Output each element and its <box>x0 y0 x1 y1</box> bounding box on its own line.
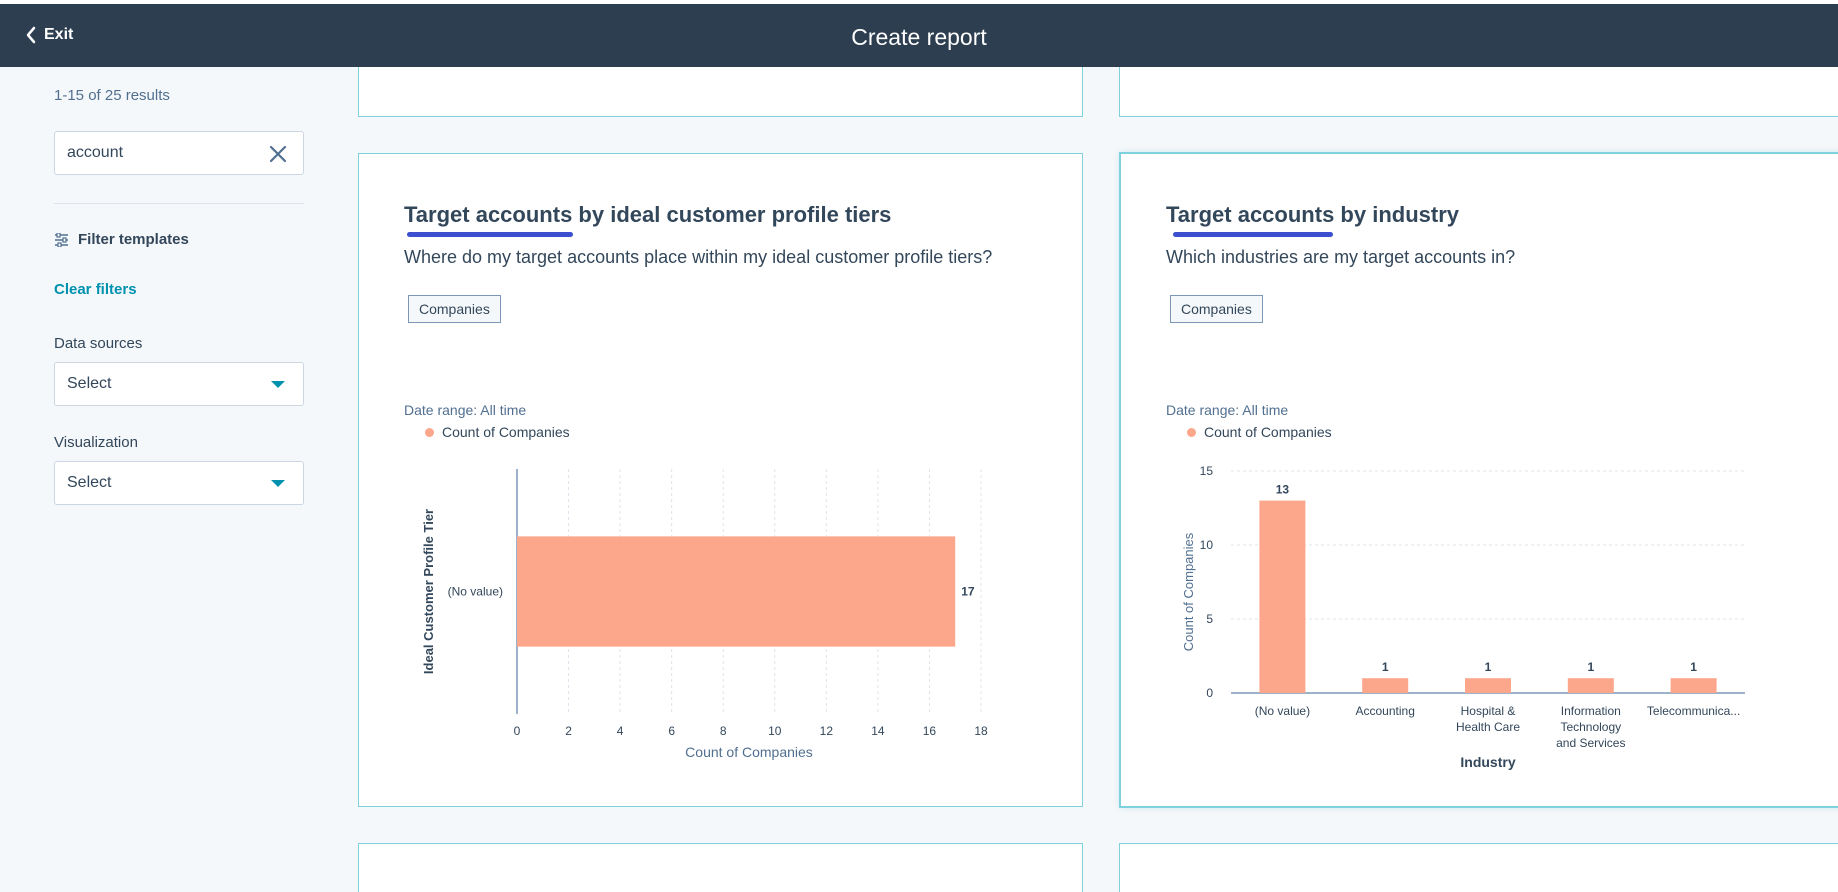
data-source-tag: Companies <box>408 295 501 323</box>
legend-swatch <box>1187 427 1196 437</box>
template-card-partial[interactable] <box>358 843 1083 892</box>
x-tick-label: 12 <box>820 724 834 738</box>
x-tick-label: 16 <box>923 724 937 738</box>
data-sources-value: Select <box>67 375 112 392</box>
x-tick-label: 14 <box>871 724 885 738</box>
page-title: Create report <box>851 24 987 50</box>
x-tick-label: 10 <box>768 724 782 738</box>
x-axis-title: Count of Companies <box>685 744 813 760</box>
exit-button[interactable]: Exit <box>26 26 73 44</box>
card-title: Target accounts by industry <box>1166 202 1459 237</box>
x-tick-label: 2 <box>565 724 572 738</box>
bar <box>1670 678 1717 693</box>
y-tick-label: 15 <box>1200 464 1214 478</box>
card-subtitle: Which industries are my target accounts … <box>1166 247 1516 267</box>
search-box <box>54 131 304 175</box>
legend-swatch <box>425 427 434 437</box>
bar <box>517 536 956 647</box>
x-tick-label: Accounting <box>1356 704 1415 718</box>
caret-down-icon <box>271 480 285 487</box>
x-tick-label: 4 <box>617 724 624 738</box>
x-tick-label: 6 <box>668 724 675 738</box>
clear-search-icon[interactable] <box>269 145 287 168</box>
card-subtitle: Where do my target accounts place within… <box>404 247 993 267</box>
data-label: 1 <box>1587 660 1594 674</box>
x-tick-label: Information Technology and Services <box>1556 704 1625 750</box>
data-label: 1 <box>1382 660 1389 674</box>
x-tick-label: Hospital & Health Care <box>1456 704 1520 734</box>
sliders-icon <box>55 232 68 247</box>
title-underline <box>1173 232 1333 237</box>
data-sources-label: Data sources <box>54 335 143 352</box>
x-tick-label: Telecommunica... <box>1647 704 1740 718</box>
x-tick-label: 18 <box>974 724 988 738</box>
x-tick-label-line: Accounting <box>1356 704 1415 718</box>
x-tick-label-line: Technology <box>1560 720 1621 734</box>
template-card-partial[interactable] <box>1119 843 1838 892</box>
filter-templates-toggle[interactable]: Filter templates <box>54 231 189 248</box>
card-title-rest: by ideal customer profile tiers <box>572 202 892 227</box>
clear-filters-link[interactable]: Clear filters <box>54 281 137 298</box>
date-range: Date range: All time <box>404 402 527 418</box>
card-title-highlight: Target accounts <box>404 202 573 227</box>
y-axis-title: Count of Companies <box>1181 532 1196 651</box>
caret-down-icon <box>271 381 285 388</box>
filter-sidebar: 1-15 of 25 results Filter templates Clea… <box>0 67 335 892</box>
sidebar-divider <box>54 203 304 204</box>
bar <box>1259 500 1306 693</box>
data-label: 17 <box>961 585 975 599</box>
template-card-industry[interactable]: Target accounts by industry Which indust… <box>1119 152 1838 808</box>
vertical-bar-chart: 0 5 10 15 13 (No value) 1 Accounting 1 Hospital &… <box>1181 464 1745 770</box>
data-label: 13 <box>1276 483 1290 497</box>
y-tick-label: 5 <box>1206 612 1213 626</box>
data-source-tag: Companies <box>1170 295 1263 323</box>
x-tick-label-line: Telecommunica... <box>1647 704 1740 718</box>
visualization-select[interactable]: Select <box>54 461 304 505</box>
bar <box>1362 678 1409 693</box>
chart-legend: Count of Companies <box>1187 424 1332 440</box>
card-title-rest: by industry <box>1334 202 1459 227</box>
y-tick-label: 10 <box>1200 538 1214 552</box>
x-axis-title: Industry <box>1460 754 1515 770</box>
x-tick-label-line: Hospital & <box>1461 704 1516 718</box>
bar <box>1465 678 1511 693</box>
x-tick-label-line: Information <box>1561 704 1621 718</box>
bar <box>1567 678 1614 693</box>
date-range: Date range: All time <box>1166 402 1289 418</box>
data-sources-select[interactable]: Select <box>54 362 304 406</box>
exit-label: Exit <box>44 26 74 43</box>
template-card-partial[interactable] <box>358 67 1083 117</box>
search-input[interactable] <box>67 144 257 162</box>
legend-label: Count of Companies <box>1204 424 1332 440</box>
template-card-icp-tiers[interactable]: Target accounts by ideal customer profil… <box>358 153 1083 807</box>
x-tick-label-line: and Services <box>1556 736 1625 750</box>
x-tick-label: 8 <box>720 724 727 738</box>
template-card-partial[interactable] <box>1119 67 1838 117</box>
visualization-value: Select <box>67 474 112 491</box>
chevron-left-icon <box>26 26 36 44</box>
chart-legend: Count of Companies <box>425 424 570 440</box>
y-axis-title: Ideal Customer Profile Tier <box>421 509 436 674</box>
data-label: 1 <box>1690 660 1697 674</box>
card-title-highlight: Target accounts <box>1166 202 1335 227</box>
x-tick-label: (No value) <box>1255 704 1310 718</box>
horizontal-bar-chart: 0 2 4 6 8 10 12 14 16 18 (No value) 17 Count of Comp… <box>421 469 988 760</box>
data-label: 1 <box>1485 660 1492 674</box>
card-title: Target accounts by ideal customer profil… <box>404 202 892 237</box>
x-tick-label-line: Health Care <box>1456 720 1520 734</box>
legend-label: Count of Companies <box>442 424 570 440</box>
y-tick-label: (No value) <box>448 585 503 599</box>
x-tick-label-line: (No value) <box>1255 704 1310 718</box>
title-underline <box>407 232 573 237</box>
y-tick-label: 0 <box>1206 686 1213 700</box>
visualization-label: Visualization <box>54 434 138 451</box>
top-bar: Exit Create report <box>0 0 1838 67</box>
results-count: 1-15 of 25 results <box>54 87 170 104</box>
x-tick-label: 0 <box>514 724 521 738</box>
filter-templates-label: Filter templates <box>78 231 189 248</box>
